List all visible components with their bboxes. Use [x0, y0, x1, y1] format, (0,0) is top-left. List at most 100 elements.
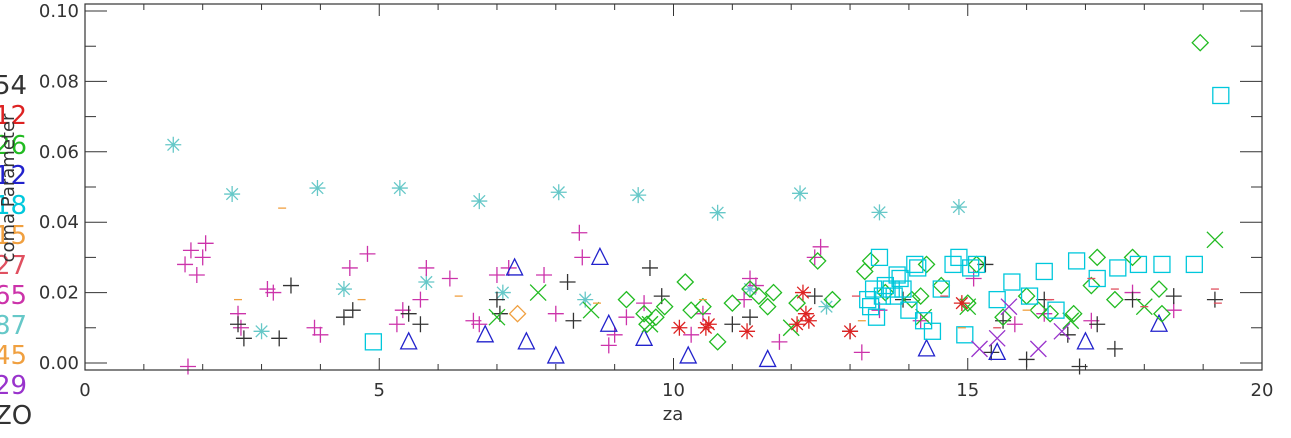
point-asterisk — [335, 281, 352, 298]
point-asterisk — [950, 199, 967, 216]
y-tick-label: 0.04 — [39, 212, 79, 233]
point-diamond — [723, 294, 742, 313]
point-diamond — [694, 297, 712, 316]
point-asterisk — [494, 284, 511, 301]
point-triangle — [476, 324, 495, 343]
point-asterisk — [709, 204, 726, 221]
point-square — [956, 326, 974, 344]
point-triangle — [599, 313, 618, 332]
point-x — [1029, 340, 1047, 358]
y-tick-label: 0.10 — [39, 1, 79, 22]
point-square — [900, 301, 918, 319]
point-square — [876, 276, 895, 295]
point-asterisk — [797, 305, 814, 322]
point-plus — [179, 358, 196, 375]
point-square — [894, 280, 912, 298]
point-square — [1020, 287, 1039, 305]
point-diamond — [1153, 304, 1171, 323]
point-diamond — [1191, 33, 1210, 52]
point-plus — [265, 284, 282, 301]
point-x — [582, 301, 600, 319]
point-asterisk — [391, 180, 408, 197]
point-plus — [197, 235, 214, 252]
point-diamond — [676, 273, 695, 291]
point-triangle — [988, 341, 1007, 361]
point-plus — [1206, 291, 1223, 308]
point-square — [932, 280, 950, 298]
point-square — [1212, 86, 1230, 105]
x-tick-label: 5 — [374, 380, 385, 401]
point-square — [864, 280, 883, 298]
point-square — [859, 290, 877, 309]
point-plus — [574, 249, 591, 266]
point-square — [364, 333, 383, 351]
point-square — [888, 266, 906, 284]
point-square — [914, 312, 933, 330]
point-square — [885, 287, 903, 305]
point-plus — [1089, 316, 1106, 333]
point-plus — [359, 245, 376, 262]
point-plus — [547, 305, 564, 322]
point-square — [1035, 262, 1053, 281]
point-asterisk — [577, 291, 594, 308]
point-asterisk — [953, 295, 970, 312]
point-square — [909, 259, 927, 277]
point-x — [988, 329, 1006, 347]
point-square — [906, 255, 924, 274]
y-tick-label: 0.06 — [39, 142, 79, 163]
x-axis-label: za — [663, 404, 683, 425]
point-square — [988, 290, 1006, 309]
tick-labels: 0 5 10 15 20 0.00 0.02 0.04 0.06 0.08 0.10 — [39, 1, 1274, 401]
legend-entry: 12 — [0, 101, 27, 131]
point-diamond — [911, 287, 930, 306]
point-triangle — [505, 257, 524, 276]
point-diamond — [1082, 276, 1101, 295]
x-tick-label: 0 — [79, 380, 90, 401]
y-axis-label: coma Parameter — [0, 113, 19, 262]
point-plus — [853, 344, 870, 361]
point-plus — [341, 259, 358, 276]
legend-entry: 26 — [0, 131, 27, 161]
point-triangle — [679, 345, 698, 364]
point-plus — [983, 344, 1000, 361]
point-square — [923, 322, 942, 340]
point-square — [870, 248, 889, 267]
point-asterisk — [671, 319, 688, 336]
point-diamond — [741, 280, 759, 298]
point-square — [1129, 255, 1148, 274]
point-plus — [194, 249, 211, 266]
point-diamond — [508, 304, 527, 323]
point-square — [873, 287, 892, 305]
point-plus — [806, 288, 823, 305]
point-square — [1185, 255, 1203, 274]
point-diamond — [1088, 248, 1107, 267]
point-plus — [312, 326, 329, 343]
point-asterisk — [818, 298, 835, 315]
point-diamond — [1105, 290, 1124, 309]
point-asterisk — [418, 274, 435, 291]
point-square — [950, 248, 968, 267]
y-tick-label: 0.08 — [39, 71, 79, 92]
point-diamond — [764, 283, 783, 302]
point-triangle — [399, 331, 418, 350]
point-triangle — [1149, 313, 1169, 332]
point-plus — [565, 312, 582, 329]
point-plus — [571, 224, 588, 241]
point-plus — [1165, 302, 1182, 319]
point-x — [915, 308, 933, 326]
point-square — [1047, 301, 1065, 319]
point-plus — [736, 291, 753, 308]
point-x — [1206, 231, 1224, 249]
point-plus — [771, 333, 788, 350]
point-plus — [724, 316, 741, 333]
point-square — [867, 308, 886, 326]
point-plus — [232, 319, 249, 336]
point-square — [944, 255, 962, 274]
point-asterisk — [794, 284, 811, 301]
point-diamond — [1150, 280, 1168, 298]
point-asterisk — [224, 186, 241, 203]
point-square — [962, 259, 980, 277]
